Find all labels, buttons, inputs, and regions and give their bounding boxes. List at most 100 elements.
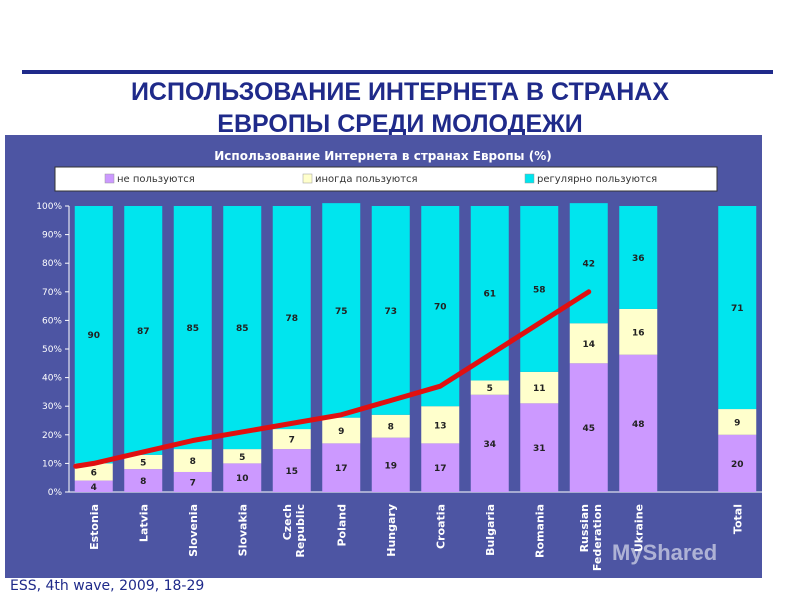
y-tick-label-4: 40% [42, 374, 62, 384]
trend-line [73, 289, 592, 469]
data-label-0-11: 48 [632, 420, 645, 430]
bar-1-4 [272, 429, 311, 450]
data-label-2-1: 87 [137, 327, 150, 337]
data-label-0-6: 19 [384, 461, 397, 471]
bar-1-3 [223, 449, 262, 464]
bar-0-6 [371, 437, 410, 492]
bar-1-0 [74, 463, 113, 481]
category-label-1: Latvia [137, 504, 150, 542]
bar-0-4 [272, 449, 311, 492]
slide-title: ИСПОЛЬЗОВАНИЕ ИНТЕРНЕТА В СТРАНАХ ЕВРОПЫ… [0, 76, 800, 140]
category-label-13: Total [731, 504, 744, 534]
category-label-part-8-0: Bulgaria [484, 504, 497, 556]
bar-2-9 [520, 206, 559, 372]
category-label-7: Croatia [434, 504, 447, 549]
bar-0-5 [322, 443, 361, 492]
category-label-4: CzechRepublic [281, 504, 307, 558]
data-label-2-5: 75 [335, 307, 348, 317]
bar-2-7 [421, 206, 460, 407]
data-label-1-11: 16 [632, 328, 645, 338]
category-label-3: Slovakia [236, 504, 249, 556]
data-label-1-1: 5 [140, 458, 146, 468]
chart-panel: Использование Интернета в странах Европы… [5, 135, 762, 578]
y-tick-label-7: 70% [42, 288, 62, 298]
category-label-2: Slovenia [187, 504, 200, 557]
y-tick-label-9: 90% [42, 231, 62, 241]
data-label-0-4: 15 [285, 467, 298, 477]
data-label-2-2: 85 [186, 324, 199, 334]
data-label-2-8: 61 [483, 290, 496, 300]
bar-2-10 [569, 203, 608, 324]
bar-0-13 [718, 434, 757, 492]
y-tick-label-3: 30% [42, 402, 62, 412]
bar-0-11 [619, 354, 658, 492]
bar-1-8 [470, 380, 509, 395]
category-label-part-10-0: Russian [578, 504, 591, 552]
bar-2-1 [124, 206, 163, 455]
category-label-part-9-0: Romania [533, 504, 546, 558]
data-label-1-7: 13 [434, 421, 447, 431]
bar-0-2 [173, 471, 212, 492]
stacked-bar-chart: Использование Интернета в странах Европы… [36, 149, 762, 571]
category-label-part-1-0: Latvia [137, 504, 150, 542]
title-rule [22, 70, 773, 74]
data-label-0-8: 34 [483, 440, 496, 450]
bar-0-10 [569, 363, 608, 492]
category-label-11: Ukraine [632, 504, 645, 552]
y-tick-label-1: 10% [42, 459, 62, 469]
source-note: ESS, 4th wave, 2009, 18-29 [10, 578, 205, 594]
bar-1-11 [619, 308, 658, 355]
bar-2-8 [470, 206, 509, 381]
legend-swatch-0 [104, 173, 115, 184]
bar-1-6 [371, 414, 410, 438]
bar-0-1 [124, 469, 163, 492]
bar-0-7 [421, 443, 460, 492]
legend-label-1: иногда пользуются [315, 174, 418, 185]
data-label-2-0: 90 [87, 331, 100, 341]
category-label-part-11-0: Ukraine [632, 504, 645, 552]
category-label-9: Romania [533, 504, 546, 558]
bar-2-0 [74, 206, 113, 464]
bar-1-1 [124, 454, 163, 470]
data-label-0-13: 20 [731, 460, 744, 470]
bar-2-3 [223, 206, 262, 450]
bar-0-9 [520, 403, 559, 492]
bar-1-2 [173, 449, 212, 472]
category-label-part-7-0: Croatia [434, 504, 447, 549]
y-tick-label-10: 100% [36, 202, 62, 212]
data-label-0-3: 10 [236, 474, 249, 484]
bar-1-7 [421, 406, 460, 444]
category-label-10: RussianFederation [578, 504, 604, 571]
data-label-0-10: 45 [582, 424, 595, 434]
bar-2-2 [173, 206, 212, 450]
y-tick-label-0: 0% [48, 488, 63, 498]
data-label-2-4: 78 [285, 314, 298, 324]
data-label-2-11: 36 [632, 254, 645, 264]
data-label-1-5: 9 [338, 427, 344, 437]
data-label-0-7: 17 [434, 464, 447, 474]
bar-2-13 [718, 206, 757, 410]
category-label-part-2-0: Slovenia [187, 504, 200, 557]
category-label-part-13-0: Total [731, 504, 744, 534]
data-label-1-9: 11 [533, 384, 546, 394]
category-label-part-4-1: Republic [294, 504, 307, 558]
data-label-2-6: 73 [384, 307, 397, 317]
slide-title-line-1: ИСПОЛЬЗОВАНИЕ ИНТЕРНЕТА В СТРАНАХ [130, 78, 670, 106]
y-tick-label-5: 50% [42, 345, 62, 355]
bar-1-13 [718, 409, 757, 435]
data-label-1-13: 9 [734, 418, 740, 428]
y-tick-label-8: 80% [42, 259, 62, 269]
data-label-0-2: 7 [190, 478, 196, 488]
bar-1-10 [569, 323, 608, 364]
data-label-0-9: 31 [533, 444, 546, 454]
data-label-1-2: 8 [190, 457, 196, 467]
bar-0-8 [470, 394, 509, 492]
legend-swatch-2 [524, 173, 535, 184]
bar-0-0 [74, 480, 113, 492]
category-label-part-0-0: Estonia [88, 504, 101, 550]
bar-2-6 [371, 206, 410, 415]
category-label-5: Poland [335, 504, 348, 547]
legend-box [54, 166, 718, 192]
y-tick-label-2: 20% [42, 431, 62, 441]
data-label-0-1: 8 [140, 477, 146, 487]
